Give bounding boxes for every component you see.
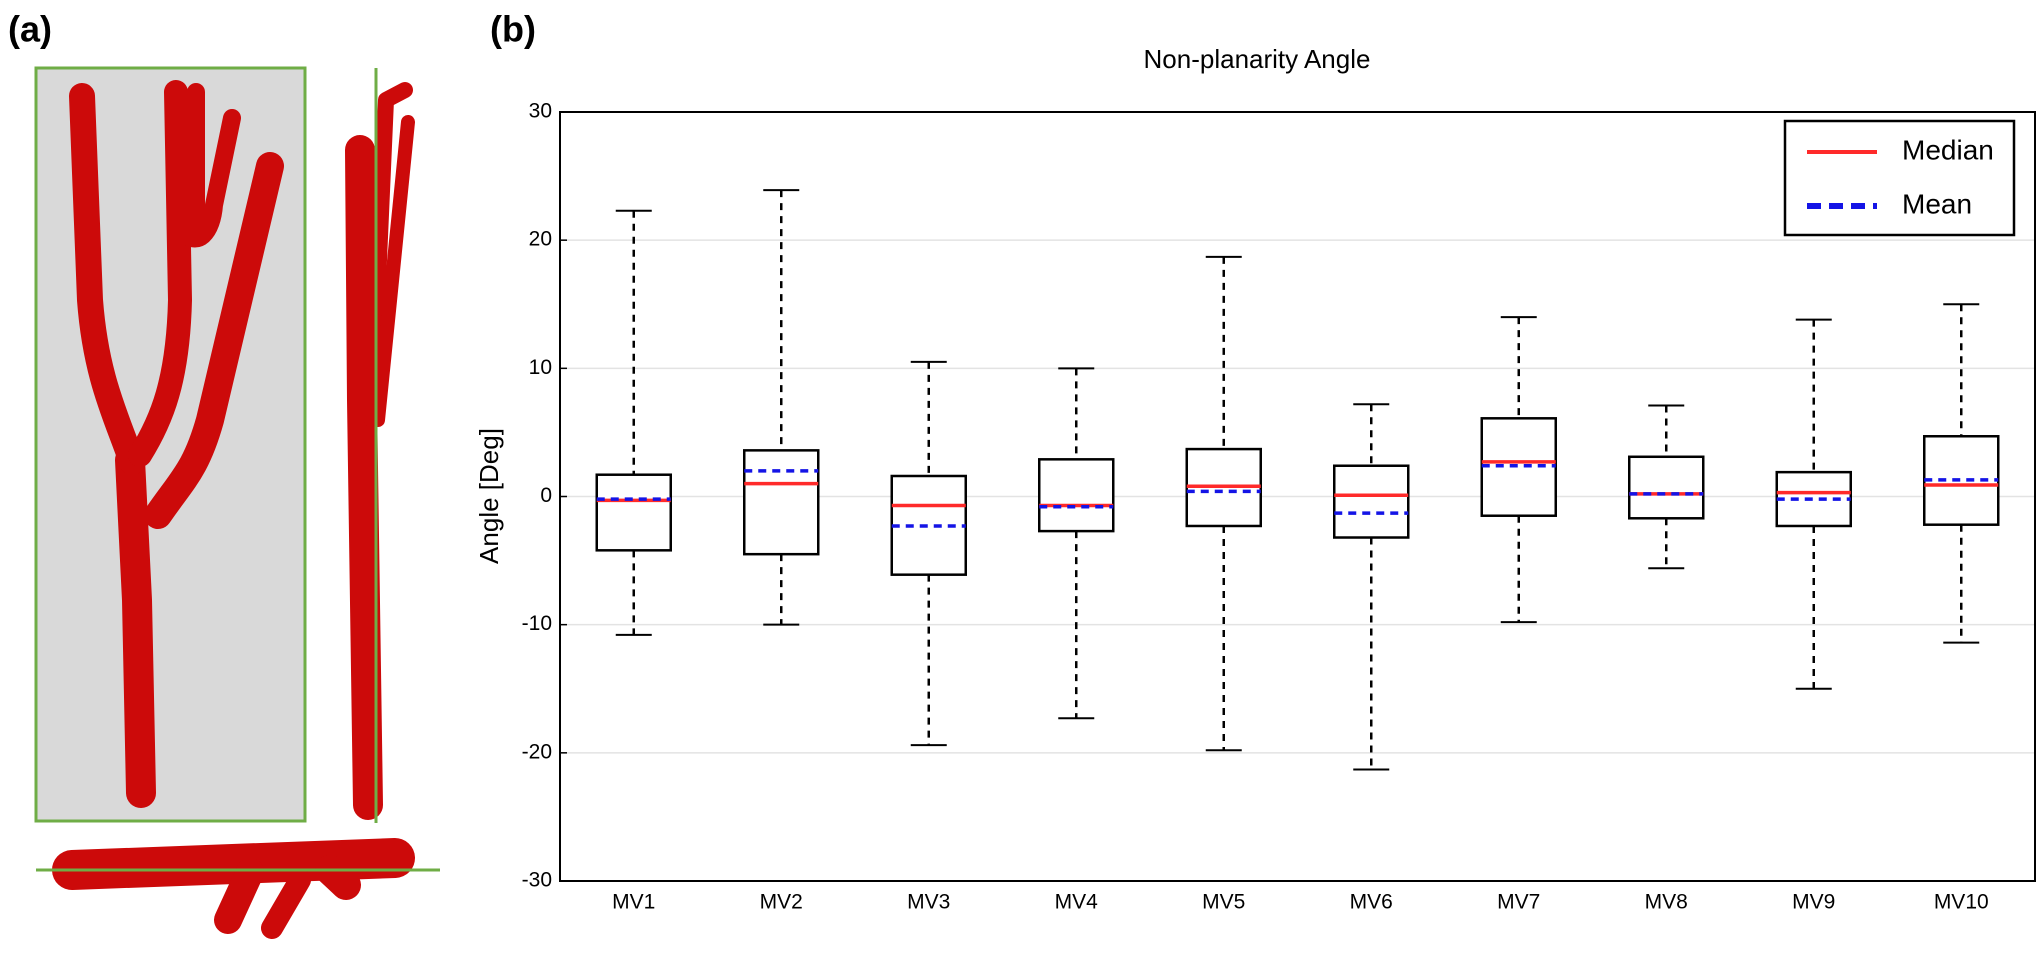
vessel (115, 445, 156, 808)
vessel (371, 115, 415, 427)
vessel (144, 152, 284, 529)
box (743, 449, 820, 556)
vessel (128, 80, 192, 467)
panel-label: (a) (8, 9, 52, 50)
y-tick-label: 20 (529, 228, 552, 251)
y-tick-label: 30 (529, 100, 552, 123)
vessel (69, 83, 145, 475)
vessel (345, 135, 383, 820)
y-tick-label: -30 (522, 869, 552, 892)
plot-frame (559, 111, 2036, 882)
x-tick-label: MV9 (1792, 891, 1835, 914)
box (595, 473, 672, 552)
legend-label: Median (1902, 134, 1994, 165)
y-tick-label: -10 (522, 612, 552, 635)
y-tick-label: 10 (529, 356, 552, 379)
vessel (171, 109, 241, 248)
x-tick-label: MV4 (1055, 891, 1099, 914)
x-tick-label: MV7 (1497, 891, 1540, 914)
x-tick-label: MV1 (612, 891, 655, 914)
chart-title: Non-planarity Angle (1144, 44, 1371, 74)
box (1628, 455, 1705, 520)
x-tick-label: MV10 (1934, 891, 1989, 914)
vessel-views (34, 66, 440, 939)
x-tick-label: MV2 (760, 891, 803, 914)
y-tick-label: 0 (540, 484, 552, 507)
legend-frame (1783, 119, 2016, 237)
legend-label: Mean (1902, 188, 1972, 219)
x-tick-label: MV5 (1202, 891, 1245, 914)
y-axis-label: Angle [Deg] (474, 428, 504, 564)
panel-label: (b) (490, 9, 536, 50)
box (1333, 464, 1410, 539)
x-tick-label: MV8 (1645, 891, 1688, 914)
y-tick-label: -20 (522, 740, 552, 763)
x-tick-label: MV3 (907, 891, 950, 914)
vessel (214, 858, 264, 934)
vessel (261, 869, 311, 939)
box (1038, 458, 1115, 533)
vessel (315, 855, 361, 900)
x-tick-label: MV6 (1350, 891, 1393, 914)
